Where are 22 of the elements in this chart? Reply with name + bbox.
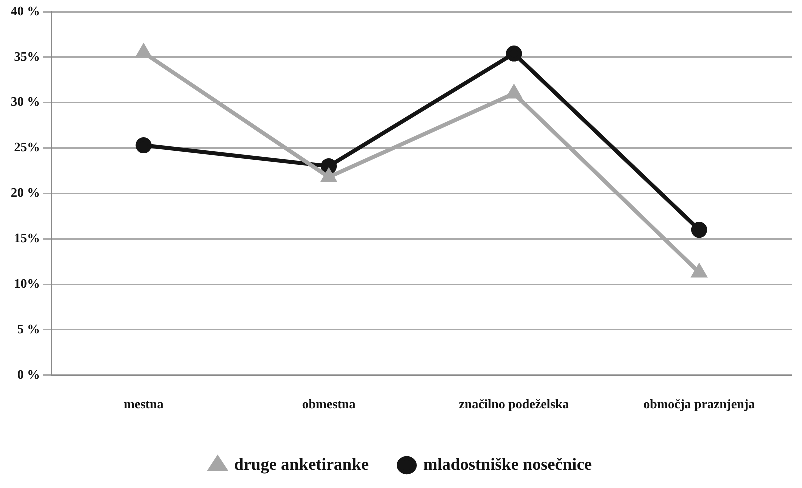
x-tick-label: mestna xyxy=(124,396,164,412)
point xyxy=(691,222,708,238)
y-tick-label: 20 % xyxy=(11,185,40,200)
y-tick-label: 40 % xyxy=(11,3,40,18)
y-tick-label: 10% xyxy=(14,276,40,291)
y-tick-label: 25% xyxy=(14,140,40,155)
point xyxy=(322,169,336,182)
point xyxy=(506,46,522,62)
point xyxy=(507,86,522,99)
point xyxy=(136,44,152,58)
y-tick-label: 30 % xyxy=(11,94,40,110)
x-tick-label: značilno podeželska xyxy=(459,396,570,412)
legend-label: mladostniške nosečnice xyxy=(424,454,593,474)
x-tick-label: območja praznjenja xyxy=(644,396,756,412)
legend-label: druge anketiranke xyxy=(234,454,370,474)
y-tick-label: 15% xyxy=(14,230,40,246)
y-tick-label: 0 % xyxy=(18,366,40,382)
x-tick-label: obmestna xyxy=(302,396,356,412)
point xyxy=(136,138,152,154)
y-tick-label: 35% xyxy=(14,48,40,64)
y-tick-label: 5 % xyxy=(18,321,40,336)
point xyxy=(692,264,707,278)
